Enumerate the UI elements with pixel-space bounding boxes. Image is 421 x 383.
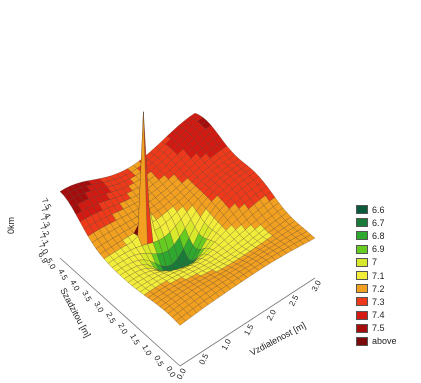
legend-label: 6.6 [372,204,385,215]
surface-cell [175,316,186,326]
legend-item: 6.6 [356,203,420,216]
legend-label: 7.1 [372,270,385,281]
y-tick-label: 1.5 [128,332,141,347]
axes [59,257,316,367]
legend-swatch [356,297,368,307]
legend-swatch [356,310,368,320]
legend-swatch [356,231,368,241]
x-tick-label: 2.5 [287,293,300,308]
legend-item: above [356,335,420,348]
legend-label: 7.4 [372,310,385,321]
y-tick-label: 3.5 [80,289,93,304]
legend-label: 7.3 [372,296,385,307]
x-tick-label: 1.5 [242,322,255,337]
z-axis-label: 0km [6,217,16,234]
legend-swatch [356,284,368,294]
legend-label: 7 [372,257,378,268]
legend-label: 7.5 [372,323,385,334]
legend-swatch [356,257,368,267]
x-tick-label: 1.0 [220,337,233,352]
legend: 6.6 6.7 6.8 6.9 7 7.1 7.2 7.3 7.4 7.5 above [356,203,420,348]
legend-item: 6.9 [356,243,420,256]
legend-swatch [356,205,368,215]
y-tick-label: 4.5 [56,268,69,283]
legend-label: 6.7 [372,217,385,228]
x-axis-line [179,277,316,367]
x-tick-label: 2.0 [265,308,278,323]
legend-item: 7 [356,256,420,269]
legend-item: 7.2 [356,282,420,295]
legend-swatch [356,323,368,333]
legend-item: 7.5 [356,322,420,335]
legend-item: 6.7 [356,216,420,229]
legend-swatch [356,218,368,228]
y-tick-label: 3.0 [92,300,105,315]
legend-item: 7.3 [356,295,420,308]
legend-label: 6.9 [372,244,385,255]
legend-swatch [356,244,368,254]
legend-label: 6.8 [372,230,385,241]
legend-swatch [356,336,368,346]
legend-item: 7.1 [356,269,420,282]
legend-item: 6.8 [356,229,420,242]
legend-label: 7.2 [372,283,385,294]
x-axis-label: Vzdialenost [m] [248,320,307,358]
surface-mesh [59,111,316,326]
x-tick-label: 3.0 [310,278,323,293]
legend-item: 7.4 [356,309,420,322]
x-tick-label: 0.5 [197,352,210,367]
y-tick-label: 0.5 [152,354,165,369]
y-tick-label: 1.0 [140,343,153,358]
y-tick-label: 2.0 [116,322,129,337]
legend-swatch [356,271,368,281]
y-axis-line [59,257,181,367]
legend-label: above [372,336,397,347]
y-tick-label: 2.5 [104,311,117,326]
